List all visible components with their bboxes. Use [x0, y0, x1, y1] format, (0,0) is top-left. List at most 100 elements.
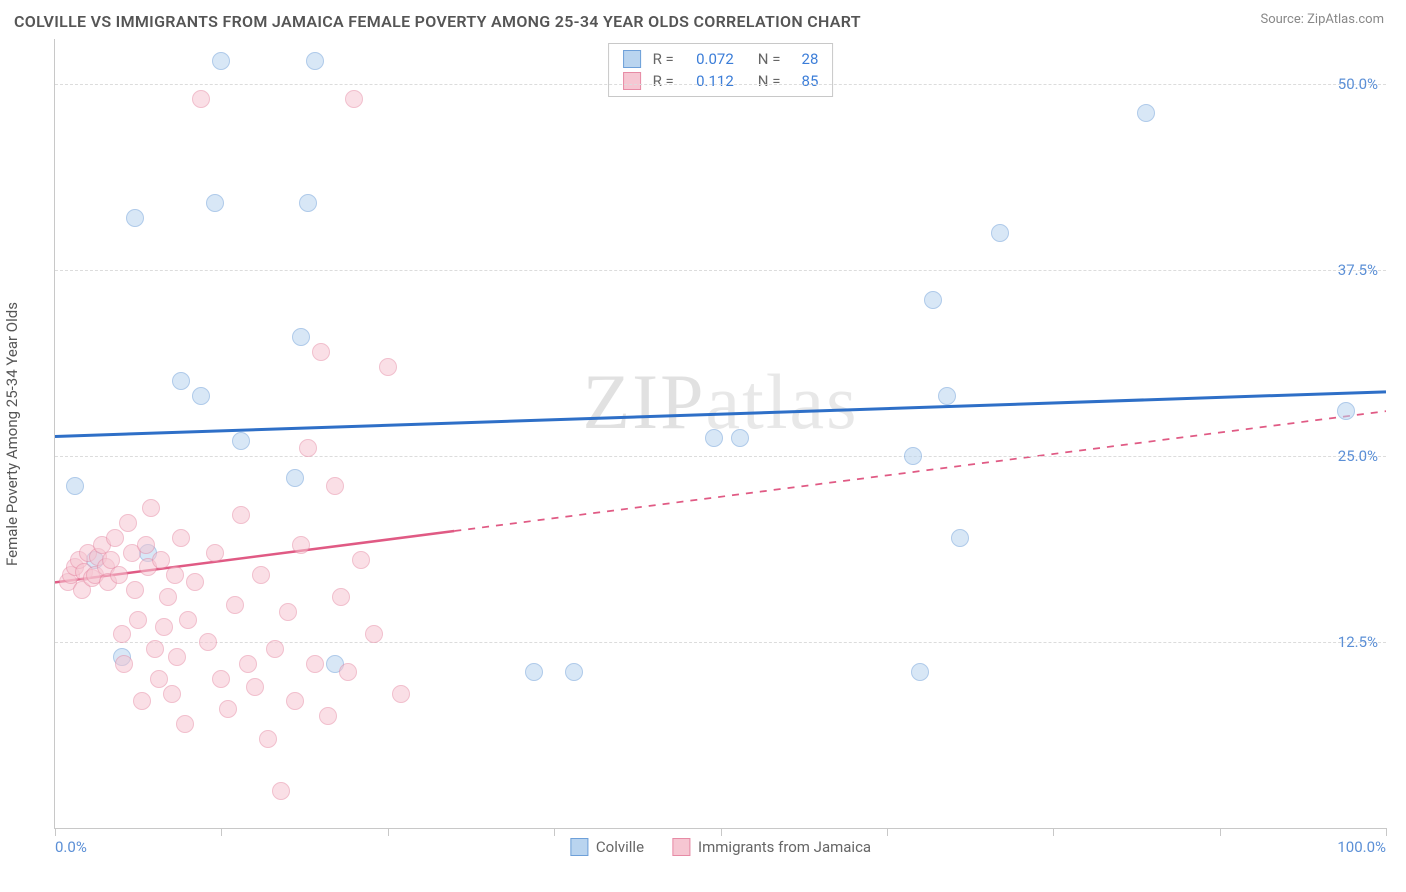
data-point: [1337, 402, 1355, 420]
data-point: [246, 678, 264, 696]
gridline: [55, 456, 1386, 457]
data-point: [110, 566, 128, 584]
legend-correlation-row: R =0.112N =85: [623, 70, 819, 92]
chart-container: Female Poverty Among 25-34 Year Olds ZIP…: [46, 39, 1386, 829]
data-point: [299, 439, 317, 457]
data-point: [232, 506, 250, 524]
data-point: [146, 640, 164, 658]
xtick: [554, 828, 555, 836]
chart-title: COLVILLE VS IMMIGRANTS FROM JAMAICA FEMA…: [14, 12, 861, 31]
xtick: [1220, 828, 1221, 836]
ytick-label: 25.0%: [1338, 447, 1378, 465]
r-label: R =: [653, 72, 674, 90]
data-point: [991, 224, 1009, 242]
data-point: [179, 611, 197, 629]
data-point: [299, 194, 317, 212]
legend-swatch: [623, 72, 641, 90]
data-point: [232, 432, 250, 450]
xtick: [887, 828, 888, 836]
data-point: [259, 730, 277, 748]
data-point: [286, 469, 304, 487]
data-point: [339, 663, 357, 681]
data-point: [206, 194, 224, 212]
gridline: [55, 84, 1386, 85]
legend-item: Immigrants from Jamaica: [672, 838, 871, 856]
legend-swatch: [623, 50, 641, 68]
data-point: [345, 90, 363, 108]
data-point: [904, 447, 922, 465]
xtick: [1053, 828, 1054, 836]
data-point: [115, 655, 133, 673]
xtick: [221, 828, 222, 836]
legend-item: Colville: [570, 838, 644, 856]
data-point: [326, 477, 344, 495]
data-point: [392, 685, 410, 703]
data-point: [129, 611, 147, 629]
data-point: [66, 477, 84, 495]
data-point: [306, 52, 324, 70]
xtick: [721, 828, 722, 836]
data-point: [126, 209, 144, 227]
data-point: [332, 588, 350, 606]
xtick-label: 0.0%: [55, 838, 87, 856]
data-point: [365, 625, 383, 643]
series-legend: Colville Immigrants from Jamaica: [570, 838, 871, 856]
xtick: [55, 828, 56, 836]
data-point: [951, 529, 969, 547]
n-value: 85: [790, 72, 818, 90]
xtick: [1386, 828, 1387, 836]
data-point: [172, 372, 190, 390]
data-point: [292, 536, 310, 554]
correlation-legend: R =0.072N =28R =0.112N =85: [608, 43, 834, 97]
data-point: [192, 90, 210, 108]
data-point: [163, 685, 181, 703]
data-point: [150, 670, 168, 688]
data-point: [239, 655, 257, 673]
data-point: [126, 581, 144, 599]
gridline: [55, 270, 1386, 271]
data-point: [142, 499, 160, 517]
data-point: [219, 700, 237, 718]
data-point: [306, 655, 324, 673]
data-point: [176, 715, 194, 733]
data-point: [911, 663, 929, 681]
data-point: [119, 514, 137, 532]
legend-label: Colville: [596, 838, 644, 856]
n-value: 28: [790, 50, 818, 68]
ytick-label: 12.5%: [1338, 633, 1378, 651]
data-point: [319, 707, 337, 725]
n-label: N =: [758, 50, 781, 68]
r-label: R =: [653, 50, 674, 68]
data-point: [137, 536, 155, 554]
data-point: [252, 566, 270, 584]
data-point: [266, 640, 284, 658]
xtick-label: 100.0%: [1337, 838, 1386, 856]
data-point: [212, 670, 230, 688]
ytick-label: 37.5%: [1338, 261, 1378, 279]
r-value: 0.072: [684, 50, 734, 68]
gridline: [55, 642, 1386, 643]
data-point: [352, 551, 370, 569]
data-point: [286, 692, 304, 710]
data-point: [155, 618, 173, 636]
legend-label: Immigrants from Jamaica: [698, 838, 871, 856]
data-point: [279, 603, 297, 621]
data-point: [186, 573, 204, 591]
chart-source: Source: ZipAtlas.com: [1260, 12, 1384, 27]
data-point: [168, 648, 186, 666]
data-point: [206, 544, 224, 562]
n-label: N =: [758, 72, 781, 90]
data-point: [133, 692, 151, 710]
data-point: [172, 529, 190, 547]
data-point: [166, 566, 184, 584]
xtick: [388, 828, 389, 836]
data-point: [1137, 104, 1155, 122]
data-point: [938, 387, 956, 405]
data-point: [272, 782, 290, 800]
data-point: [113, 625, 131, 643]
data-point: [924, 291, 942, 309]
legend-swatch: [672, 838, 690, 856]
y-axis-label: Female Poverty Among 25-34 Year Olds: [3, 302, 21, 566]
data-point: [705, 429, 723, 447]
data-point: [731, 429, 749, 447]
